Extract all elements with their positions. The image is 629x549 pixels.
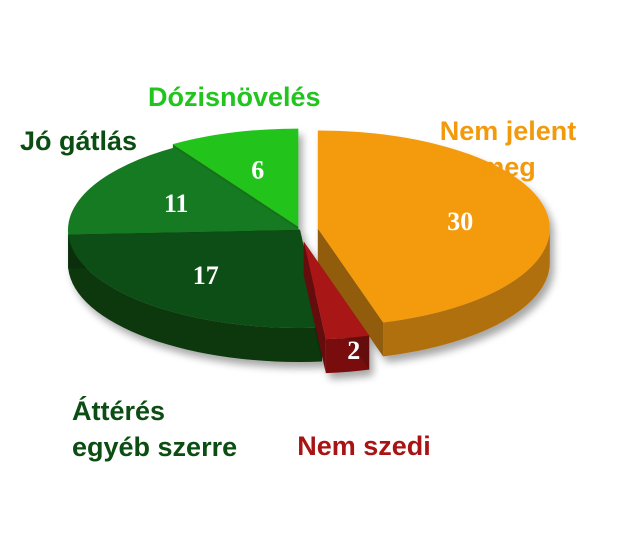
pie-slice-top	[317, 130, 550, 323]
slice-value-label: 30	[447, 207, 473, 236]
pie-slice	[303, 241, 370, 374]
slice-category-label: Dózisnövelés	[148, 82, 321, 112]
pie-slice-side	[68, 234, 323, 362]
pie-slice-wall	[303, 241, 326, 374]
pie-slice-wall	[317, 228, 384, 357]
pie-slice-top	[68, 147, 300, 235]
slice-value-label: 11	[164, 189, 189, 218]
pie-slice-top	[172, 128, 299, 227]
slice-value-label: 2	[347, 336, 360, 365]
slice-category-label: Nem szedi	[297, 431, 431, 461]
pie-slice-top	[303, 241, 370, 340]
slice-value-label: 17	[193, 261, 219, 290]
slice-value-label: 6	[251, 155, 264, 184]
pie-slice-side	[383, 228, 550, 357]
slice-category-label: Nem jelent meg	[440, 116, 577, 182]
slice-category-label: Áttérés egyéb szerre	[72, 395, 237, 462]
pie-slice	[68, 230, 323, 362]
pie-slice	[317, 130, 550, 357]
slice-category-label: Jó gátlás	[20, 126, 137, 156]
pie-slice-top	[68, 230, 323, 328]
